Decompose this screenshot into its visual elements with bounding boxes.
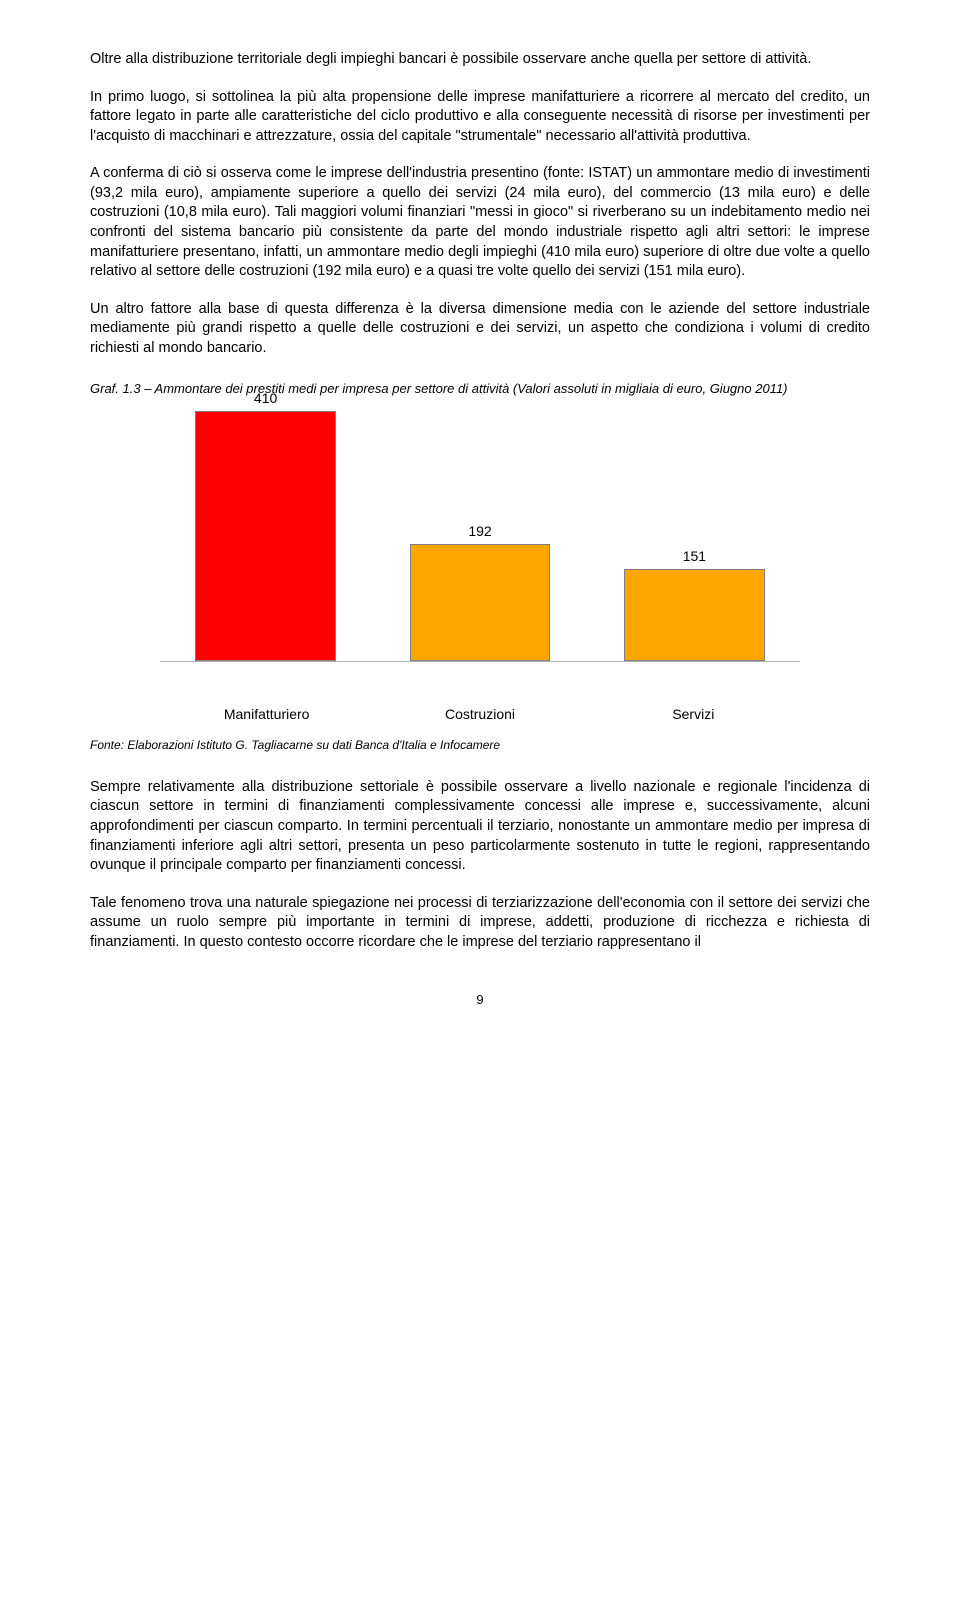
chart-plot-area: 410 192 151 [160,412,800,662]
chart-x-label: Manifatturiero [160,696,373,732]
chart-bar-value: 410 [196,390,335,406]
paragraph-1: Oltre alla distribuzione territoriale de… [90,50,870,70]
paragraph-4: Un altro fattore alla base di questa dif… [90,300,870,359]
paragraph-3: A conferma di ciò si osserva come le imp… [90,164,870,281]
paragraph-5: Sempre relativamente alla distribuzione … [90,778,870,876]
chart-bar: 410 [195,411,336,661]
chart-bar-value: 151 [625,548,764,564]
chart-x-label: Servizi [587,696,800,732]
chart-bar-value: 192 [411,523,550,539]
paragraph-6: Tale fenomeno trova una naturale spiegaz… [90,894,870,953]
chart-source: Fonte: Elaborazioni Istituto G. Tagliaca… [90,738,870,752]
paragraph-2: In primo luogo, si sottolinea la più alt… [90,88,870,147]
page-number: 9 [90,992,870,1007]
chart-x-labels: ManifatturieroCostruzioniServizi [160,696,800,732]
chart-container: 410 192 151 ManifatturieroCostruzioniServi… [90,412,870,732]
chart-x-label: Costruzioni [373,696,586,732]
chart-bar: 192 [410,544,551,661]
chart-bar: 151 [624,569,765,661]
